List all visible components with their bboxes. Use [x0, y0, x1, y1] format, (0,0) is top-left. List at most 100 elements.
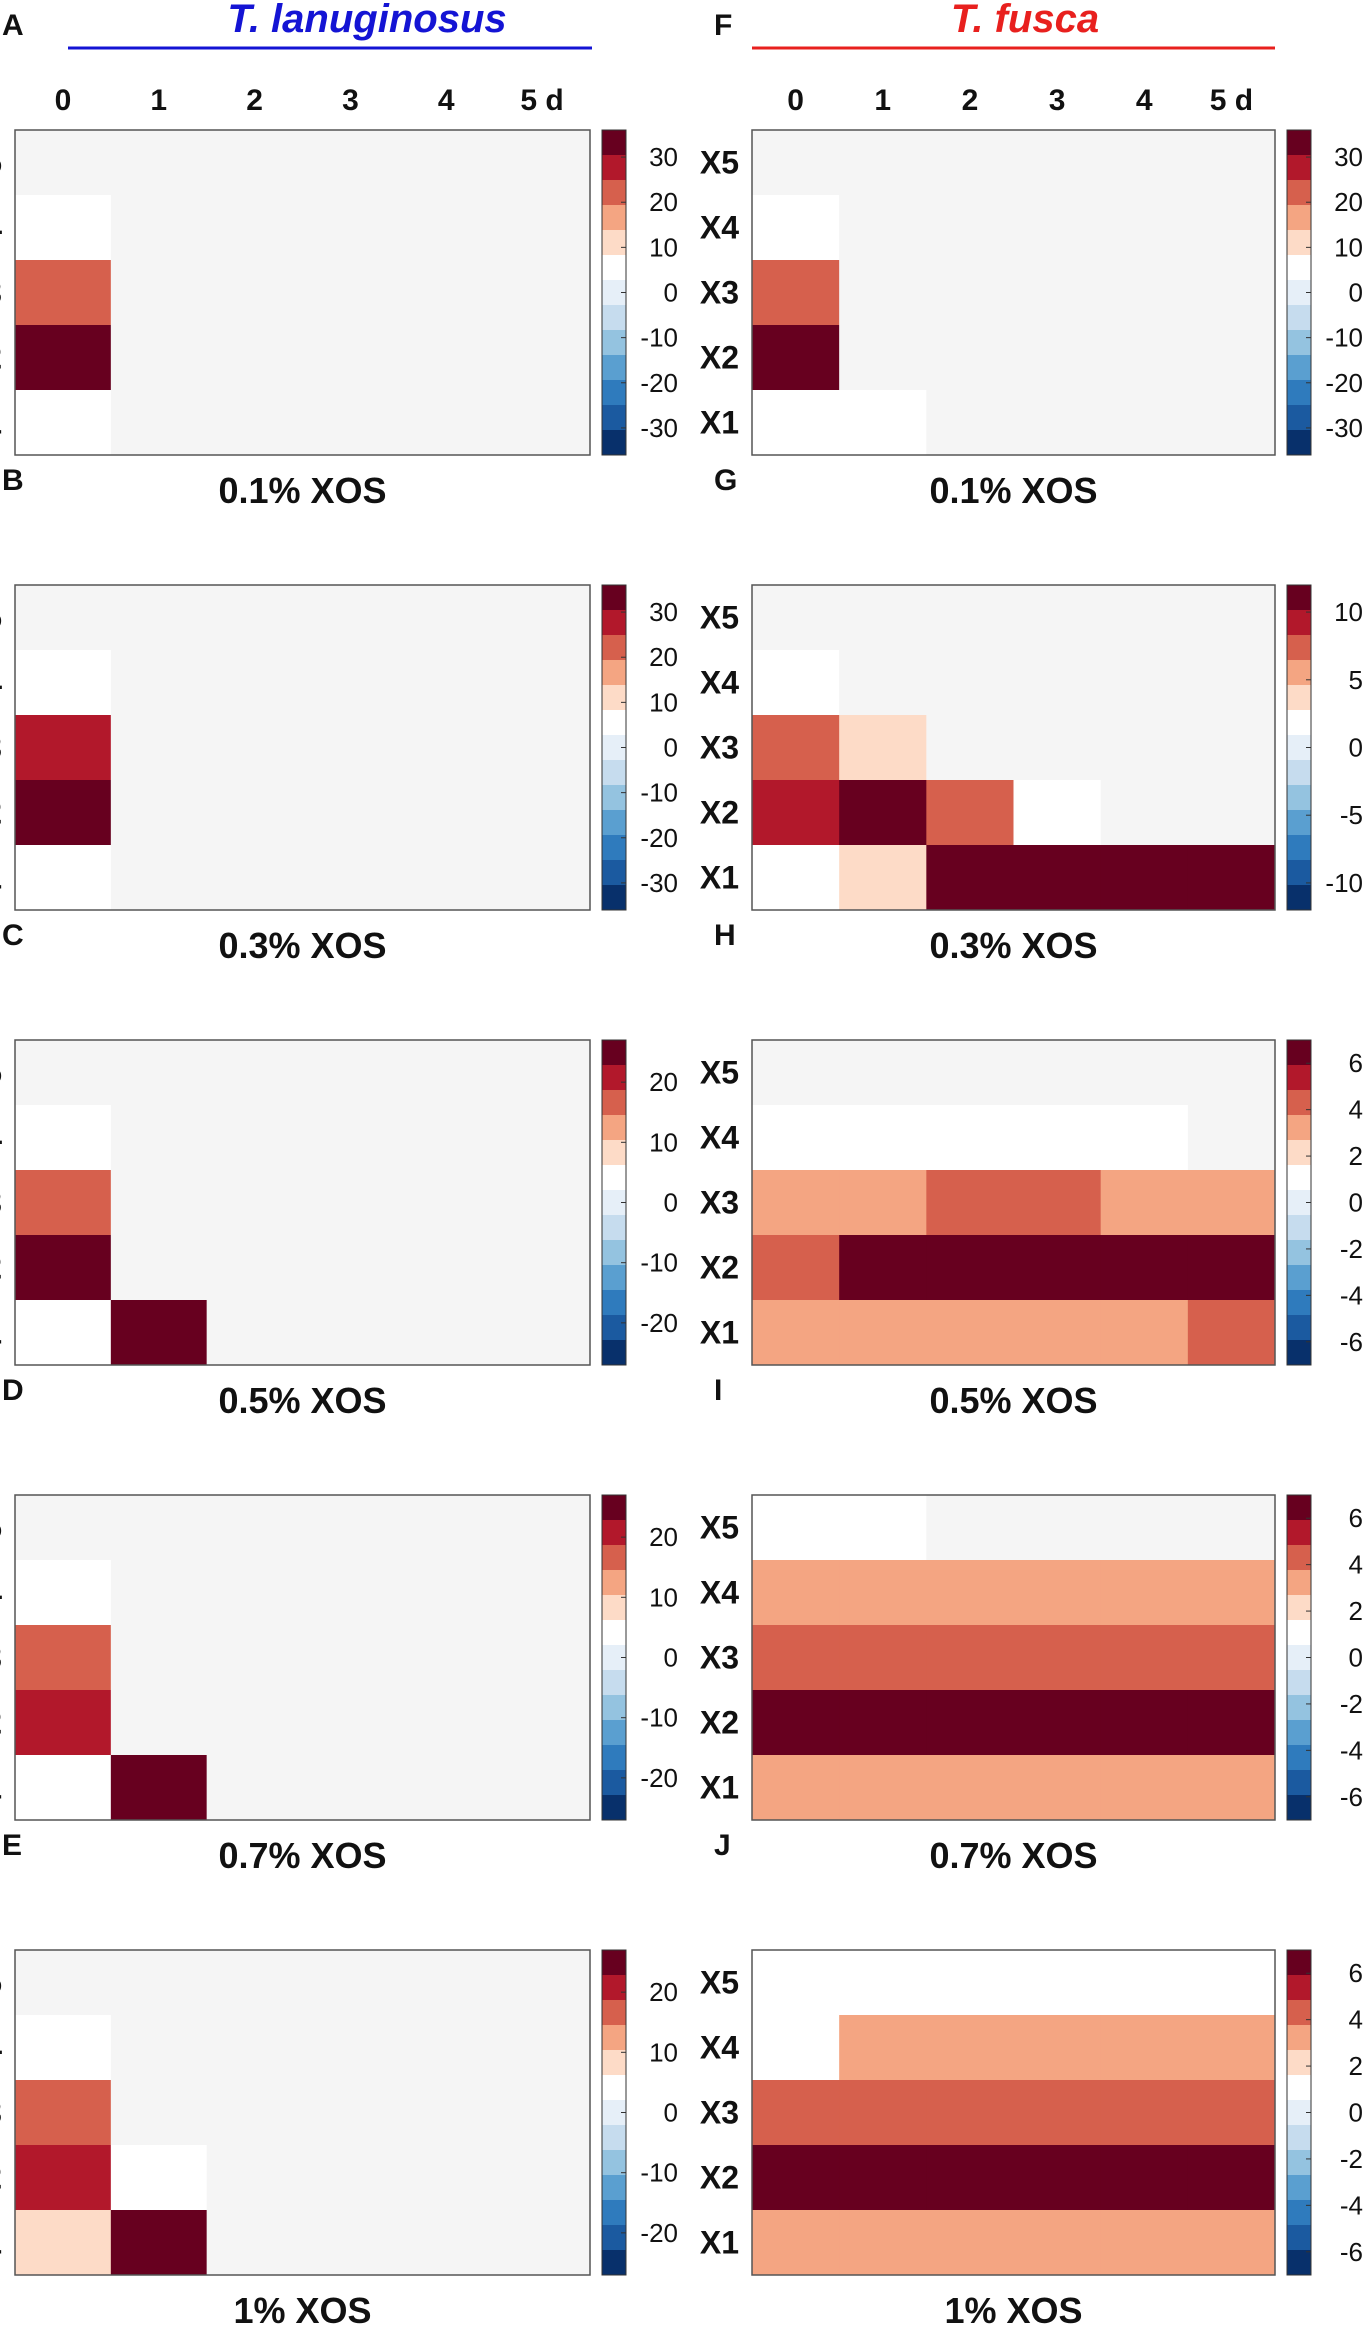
heatmap-panel-f: F 0 1 2 3 4 5 d X5 X4 X3 X2 X1 0.1% XOS 30 20 10 0 -10 -20…	[700, 9, 1363, 511]
heatmap-cell	[494, 585, 591, 651]
colorbar-segment	[602, 1770, 626, 1796]
panel-letter: A	[2, 9, 24, 42]
colorbar-segment	[1287, 1215, 1311, 1241]
heatmap-cell	[752, 2145, 840, 2211]
heatmap-cell	[752, 1560, 840, 1626]
colorbar-segment	[602, 1975, 626, 2001]
panel-letter: B	[2, 464, 24, 497]
heatmap-cell	[752, 1950, 840, 2016]
y-tick-label: X4	[700, 210, 739, 246]
plot-frame	[14, 129, 591, 456]
y-tick-label: X4	[0, 210, 2, 246]
colorbar-tick-label: -10	[640, 1703, 678, 1733]
x-tick-label: 4	[438, 84, 455, 117]
heatmap-cell	[752, 390, 840, 456]
heatmap-cell	[1013, 130, 1102, 196]
colorbar-segment	[1287, 1670, 1311, 1696]
colorbar-segment	[602, 1240, 626, 1266]
heatmap-cell	[752, 2210, 840, 2276]
heatmap-cell	[15, 2145, 112, 2211]
panel-title: 0.5% XOS	[218, 1380, 386, 1421]
colorbar-segment	[602, 155, 626, 181]
colorbar-segment	[602, 430, 626, 456]
colorbar-segment	[602, 1115, 626, 1141]
heatmap-cell	[15, 780, 112, 846]
colorbar-segment	[1287, 810, 1311, 836]
colorbar-tick-label: -20	[1325, 368, 1363, 398]
heatmap-cell	[15, 585, 112, 651]
heatmap-cell	[110, 845, 208, 911]
heatmap-cell	[110, 585, 208, 651]
heatmap-cell	[926, 1040, 1014, 1106]
x-tick-label: 2	[962, 84, 979, 117]
heatmap-cell	[839, 1300, 927, 1366]
colorbar-segment	[602, 205, 626, 231]
heatmap-cell	[926, 1495, 1014, 1561]
colorbar-tick-label: -10	[640, 1248, 678, 1278]
colorbar-segment	[602, 230, 626, 256]
y-tick-label: X2	[700, 795, 739, 831]
heatmap-cell	[302, 650, 399, 716]
colorbar-segment	[602, 1570, 626, 1596]
heatmap-cell	[839, 2210, 927, 2276]
heatmap-cell	[302, 1300, 399, 1366]
colorbar-segment	[1287, 2125, 1311, 2151]
heatmap-panel-h: H X5 X4 X3 X2 X1 0.5% XOS 6 4 2 0 -2 -4 -6	[700, 919, 1363, 1421]
heatmap-cell	[1100, 650, 1189, 716]
heatmap-cell	[110, 1300, 208, 1366]
colorbar-segment	[1287, 835, 1311, 861]
heatmap-cell	[206, 780, 303, 846]
heatmap-cell	[752, 1170, 840, 1236]
colorbar-tick-label: 20	[649, 1977, 678, 2007]
x-tick-label: 1	[874, 84, 891, 117]
plot-frame	[14, 1039, 591, 1366]
heatmap-cell	[494, 2080, 591, 2146]
colorbar-segment	[1287, 1090, 1311, 1116]
colorbar-segment	[602, 585, 626, 611]
heatmap-cell	[15, 1755, 112, 1821]
heatmap-cell	[15, 1560, 112, 1626]
y-tick-label: X1	[0, 1315, 2, 1351]
colorbar-segment	[1287, 2000, 1311, 2026]
heatmap-cell	[1013, 195, 1102, 261]
colorbar-segment	[602, 1040, 626, 1066]
heatmap-cell	[302, 585, 399, 651]
y-tick-label: X3	[0, 730, 2, 766]
colorbar-tick-label: -10	[640, 2158, 678, 2188]
y-tick-label: X2	[700, 2160, 739, 2196]
colorbar-segment	[1287, 1770, 1311, 1796]
heatmap-cell	[494, 650, 591, 716]
colorbar-tick-label: -6	[1340, 2237, 1363, 2267]
colorbar-tick-label: -10	[1325, 323, 1363, 353]
colorbar-tick-label: -20	[640, 1308, 678, 1338]
colorbar-segment	[1287, 2050, 1311, 2076]
colorbar-segment	[1287, 1695, 1311, 1721]
heatmap-cell	[1100, 1105, 1189, 1171]
heatmap-cell	[398, 1105, 495, 1171]
colorbar-segment	[602, 2075, 626, 2101]
heatmap-cell	[206, 1560, 303, 1626]
y-tick-label: X5	[700, 145, 739, 181]
heatmap-cell	[494, 2210, 591, 2276]
heatmap-cell	[302, 1170, 399, 1236]
heatmap-cell	[1013, 1950, 1102, 2016]
colorbar-segment	[602, 2150, 626, 2176]
heatmap-cell	[1187, 130, 1276, 196]
heatmap-cell	[1100, 1235, 1189, 1301]
y-tick-label: X1	[700, 1770, 739, 1806]
heatmap-cell	[494, 130, 591, 196]
heatmap-cell	[839, 1755, 927, 1821]
heatmap-cell	[110, 1950, 208, 2016]
heatmap-cell	[752, 260, 840, 326]
heatmap-cell	[398, 780, 495, 846]
heatmap-cell	[1013, 2015, 1102, 2081]
panel-title: 0.1% XOS	[929, 470, 1097, 511]
heatmap-cell	[1013, 1625, 1102, 1691]
heatmap-cell	[110, 715, 208, 781]
colorbar-segment	[1287, 1315, 1311, 1341]
colorbar-tick-label: -30	[640, 868, 678, 898]
panel-title: 1% XOS	[944, 2290, 1082, 2329]
colorbar-segment	[602, 1140, 626, 1166]
colorbar-segment	[602, 2000, 626, 2026]
heatmap-cell	[1187, 1950, 1276, 2016]
